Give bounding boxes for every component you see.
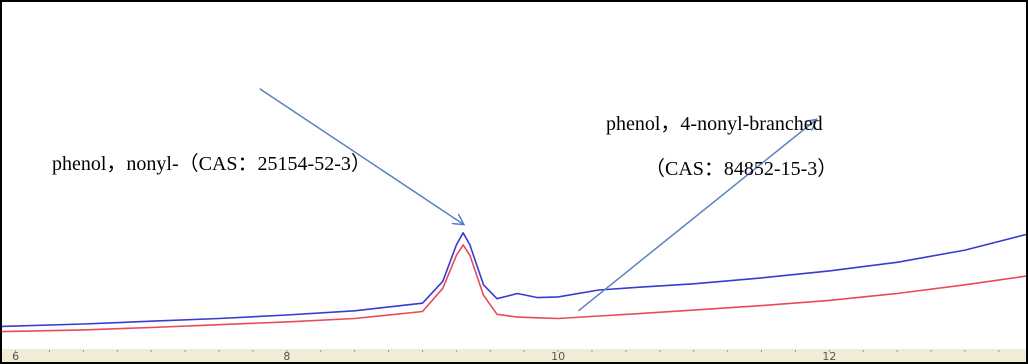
x-axis-ticks: 6 8 10 12 (12, 350, 1000, 363)
x-minor-tick (896, 350, 898, 352)
annotation-arrows (259, 88, 816, 312)
x-minor-tick (116, 350, 118, 352)
series-line-blue (1, 232, 1027, 328)
x-minor-tick (998, 350, 1000, 352)
series-line-red (1, 244, 1027, 333)
series-layer (1, 232, 1027, 333)
x-minor-tick (489, 350, 491, 352)
x-minor-tick (591, 350, 593, 352)
x-minor-tick (794, 350, 796, 352)
x-minor-tick (930, 350, 932, 352)
annotation-phenol-nonyl: phenol，nonyl-（CAS：25154-52-3） (52, 153, 371, 175)
x-minor-tick (421, 350, 423, 352)
x-minor-tick (354, 350, 356, 352)
x-minor-tick (557, 350, 559, 352)
x-minor-tick (82, 350, 84, 352)
x-axis-band (2, 349, 1026, 362)
x-minor-tick (150, 350, 152, 352)
x-minor-tick (693, 350, 695, 352)
x-minor-tick (252, 350, 254, 352)
annotation-arrow-1 (259, 88, 463, 224)
x-minor-tick (15, 350, 17, 352)
x-tick-label: 12 (822, 350, 836, 363)
x-minor-tick (862, 350, 864, 352)
x-tick-label: 8 (283, 350, 290, 363)
x-minor-tick (455, 350, 457, 352)
x-minor-tick (48, 350, 50, 352)
x-tick-label: 6 (12, 350, 19, 363)
x-minor-tick (761, 350, 763, 352)
x-minor-tick (727, 350, 729, 352)
annotation-arrow-2 (577, 120, 815, 312)
x-minor-tick (388, 350, 390, 352)
x-minor-tick (286, 350, 288, 352)
x-minor-tick (964, 350, 966, 352)
x-minor-tick (828, 350, 830, 352)
x-minor-tick (218, 350, 220, 352)
x-minor-tick (523, 350, 525, 352)
x-minor-tick (320, 350, 322, 352)
x-minor-tick (625, 350, 627, 352)
annotation-phenol-4-nonyl-branched: phenol，4-nonyl-branched (606, 113, 823, 135)
x-minor-tick (659, 350, 661, 352)
annotation-cas-84852-15-3: （CAS：84852-15-3） (645, 158, 838, 180)
x-tick-label: 10 (551, 350, 565, 363)
x-minor-tick (184, 350, 186, 352)
